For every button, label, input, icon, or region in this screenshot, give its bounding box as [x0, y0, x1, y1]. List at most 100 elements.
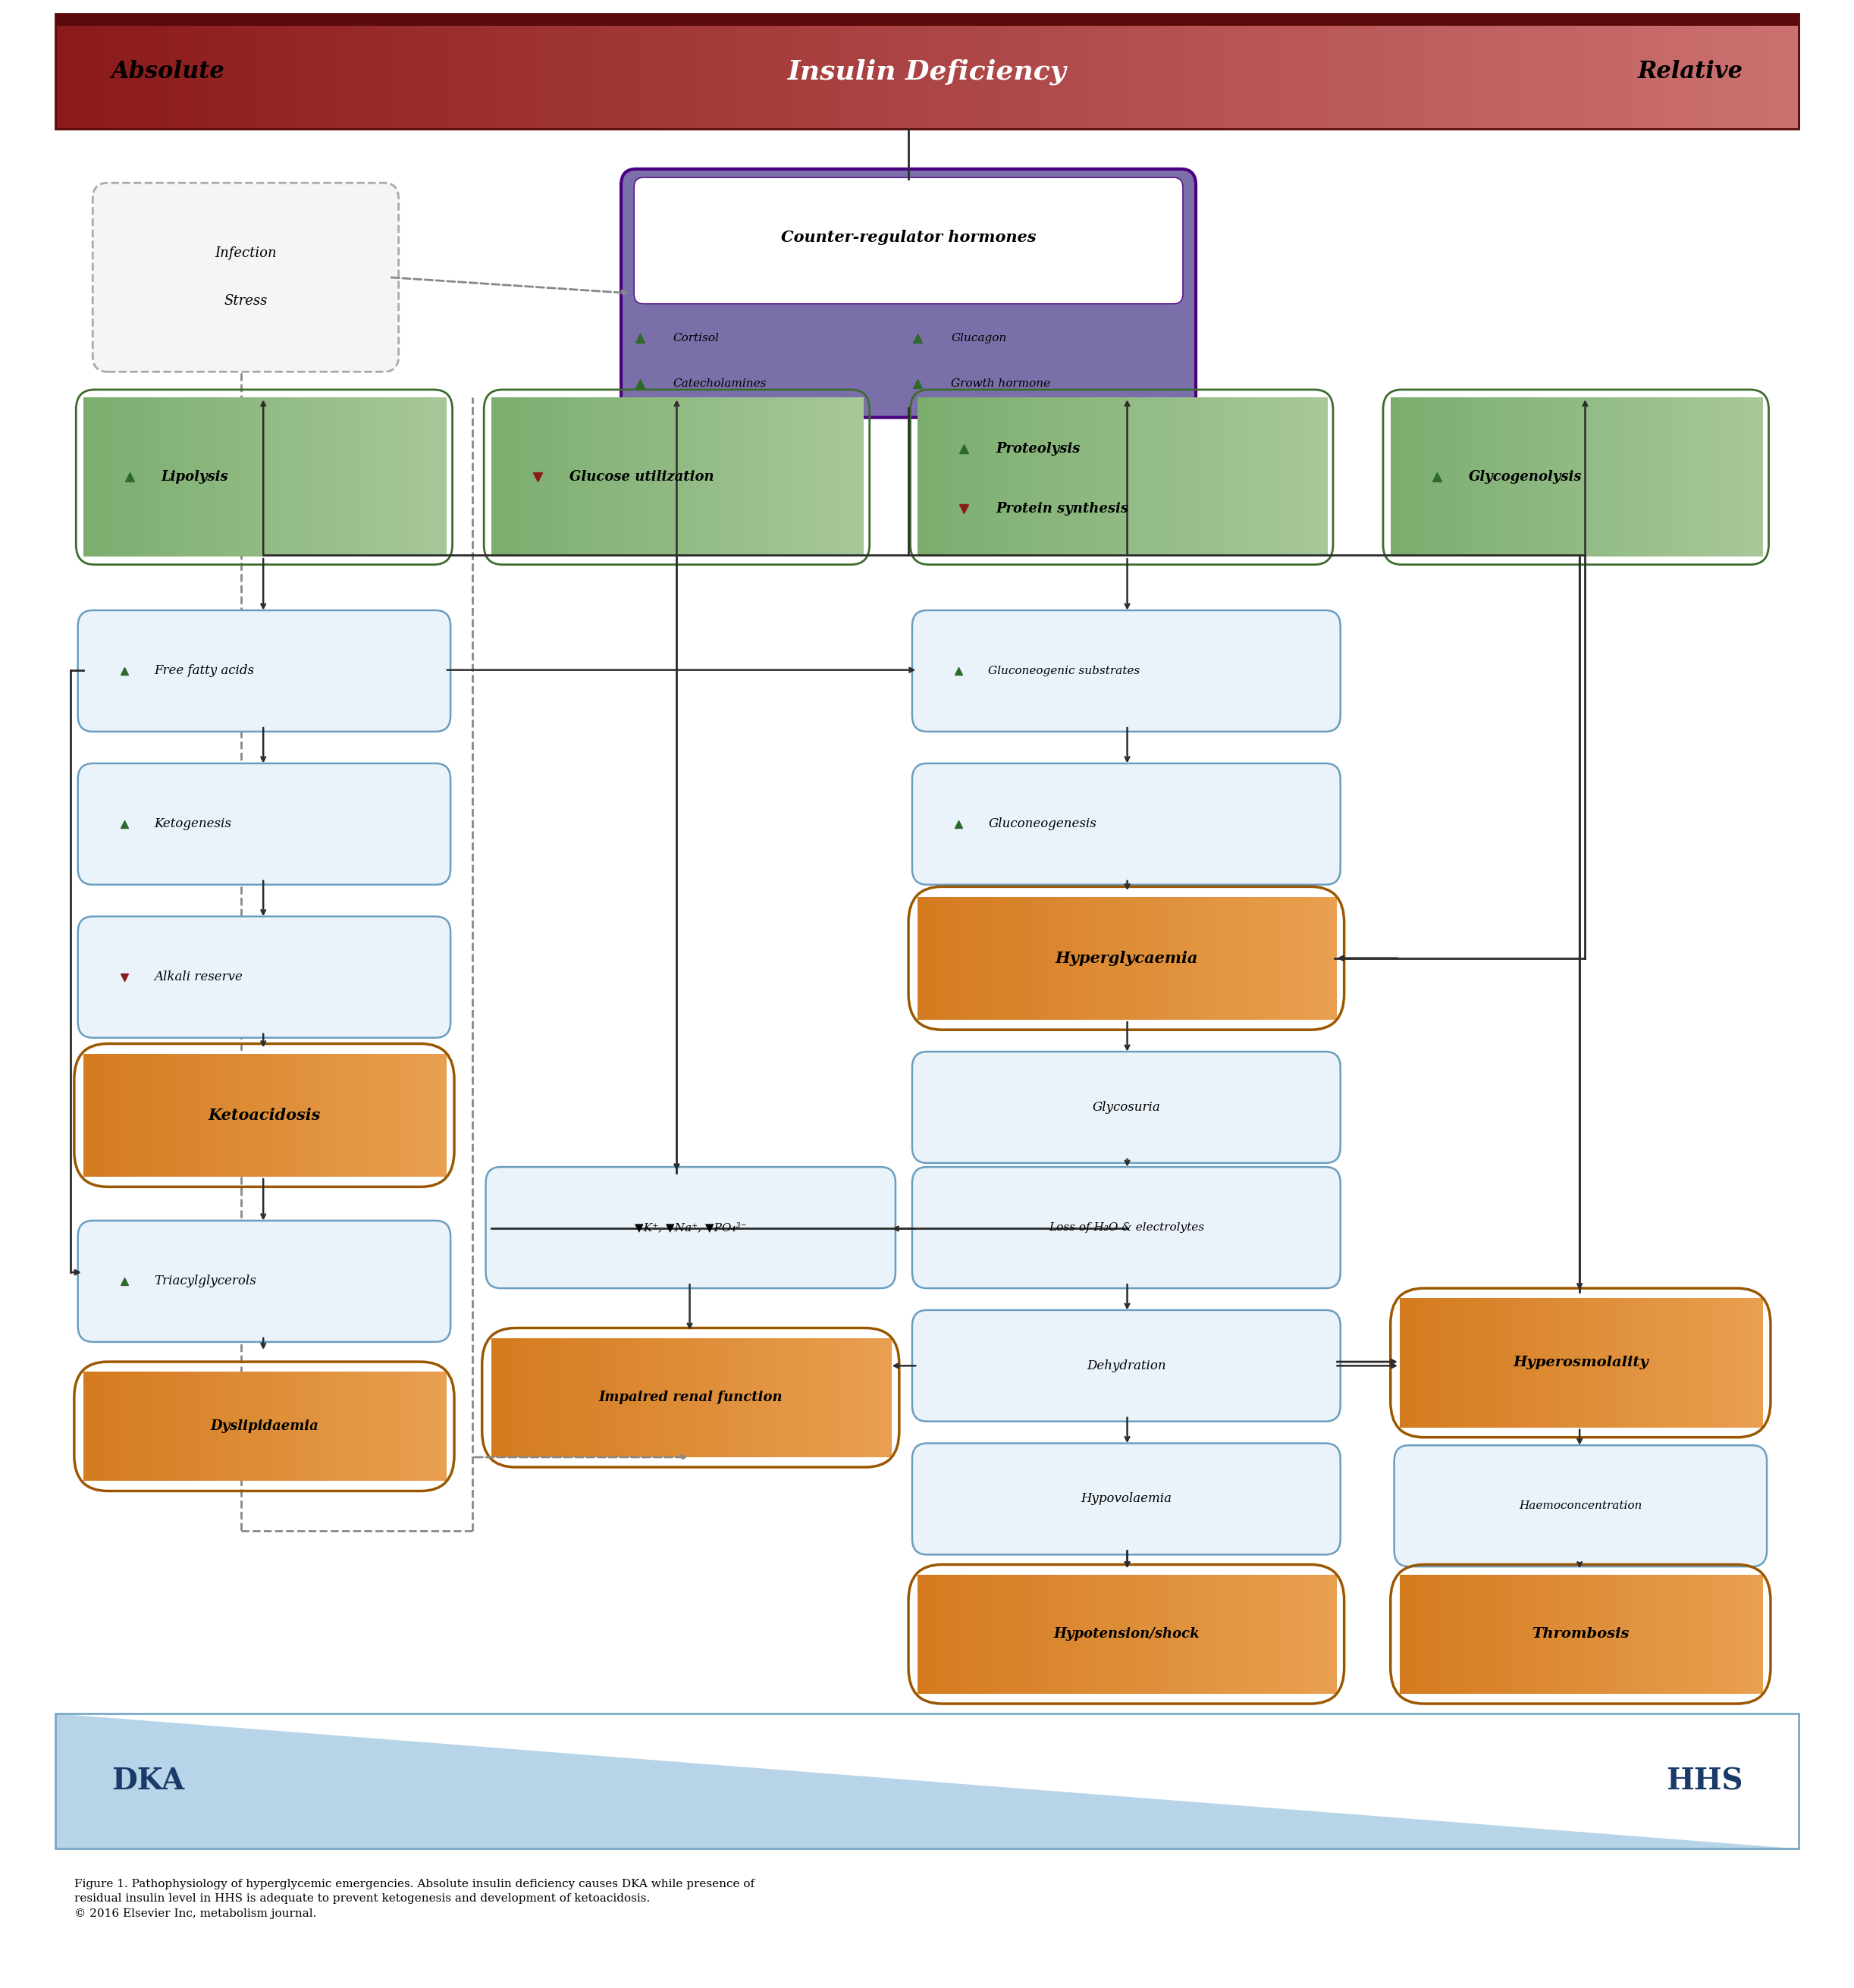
- Bar: [65, 14, 74, 129]
- Bar: [1739, 398, 1748, 557]
- Bar: [286, 398, 295, 557]
- Bar: [1353, 14, 1365, 129]
- Bar: [1324, 1574, 1337, 1694]
- Bar: [918, 14, 929, 129]
- Bar: [1064, 398, 1075, 557]
- Bar: [918, 897, 931, 1020]
- Bar: [1168, 897, 1181, 1020]
- Bar: [1292, 14, 1303, 129]
- FancyBboxPatch shape: [486, 1167, 895, 1288]
- Bar: [795, 398, 805, 557]
- Bar: [1324, 897, 1337, 1020]
- Bar: [1491, 1574, 1502, 1694]
- Bar: [1085, 14, 1094, 129]
- Bar: [1509, 1574, 1518, 1694]
- Bar: [1772, 14, 1784, 129]
- Bar: [1467, 14, 1478, 129]
- Bar: [156, 1054, 167, 1177]
- Bar: [72, 14, 83, 129]
- Bar: [111, 1054, 122, 1177]
- Bar: [1418, 1574, 1429, 1694]
- Bar: [517, 14, 528, 129]
- Bar: [1583, 398, 1593, 557]
- Bar: [1517, 1298, 1528, 1427]
- Bar: [56, 14, 1798, 26]
- Bar: [128, 1372, 139, 1481]
- Bar: [966, 398, 977, 557]
- Text: Hypotension/shock: Hypotension/shock: [1053, 1628, 1200, 1640]
- Bar: [938, 1574, 951, 1694]
- Bar: [178, 398, 187, 557]
- Bar: [1433, 14, 1442, 129]
- Bar: [1680, 398, 1689, 557]
- Text: Insulin Deficiency: Insulin Deficiency: [788, 58, 1066, 85]
- Bar: [1188, 897, 1201, 1020]
- Bar: [1657, 398, 1667, 557]
- Bar: [256, 1054, 267, 1177]
- Bar: [1240, 14, 1251, 129]
- Bar: [1012, 1574, 1023, 1694]
- Bar: [300, 398, 310, 557]
- Bar: [1372, 14, 1381, 129]
- Bar: [193, 398, 200, 557]
- Bar: [727, 14, 738, 129]
- Bar: [1040, 398, 1049, 557]
- Text: Catecholamines: Catecholamines: [673, 378, 768, 390]
- Bar: [410, 1054, 419, 1177]
- Bar: [1463, 1298, 1474, 1427]
- Bar: [677, 398, 686, 557]
- Bar: [1398, 14, 1409, 129]
- Bar: [1441, 14, 1452, 129]
- Bar: [108, 14, 119, 129]
- Bar: [137, 1054, 148, 1177]
- Bar: [219, 1372, 230, 1481]
- Bar: [1472, 1574, 1483, 1694]
- Text: Figure 1. Pathophysiology of hyperglycemic emergencies. Absolute insulin deficie: Figure 1. Pathophysiology of hyperglycem…: [74, 1879, 755, 1918]
- Bar: [1144, 14, 1155, 129]
- Bar: [56, 14, 67, 129]
- Bar: [1276, 14, 1287, 129]
- Bar: [1598, 1298, 1609, 1427]
- Bar: [300, 14, 310, 129]
- Bar: [1033, 398, 1042, 557]
- Bar: [1554, 398, 1563, 557]
- Bar: [128, 1054, 139, 1177]
- Bar: [1277, 398, 1287, 557]
- Text: Glycogenolysis: Glycogenolysis: [1468, 471, 1581, 483]
- Bar: [1162, 14, 1174, 129]
- Bar: [400, 1372, 412, 1481]
- Bar: [1042, 1574, 1055, 1694]
- Bar: [656, 14, 667, 129]
- Bar: [1073, 897, 1086, 1020]
- Bar: [1633, 14, 1643, 129]
- Bar: [1022, 897, 1035, 1020]
- Bar: [1539, 398, 1548, 557]
- Bar: [1211, 398, 1222, 557]
- Bar: [1001, 897, 1014, 1020]
- Bar: [1698, 1298, 1709, 1427]
- Bar: [1105, 1574, 1118, 1694]
- Bar: [1137, 1574, 1149, 1694]
- Text: Triacylglycerols: Triacylglycerols: [154, 1274, 256, 1288]
- Bar: [1251, 1574, 1264, 1694]
- Bar: [1405, 14, 1416, 129]
- Bar: [1179, 14, 1190, 129]
- Bar: [1409, 1298, 1420, 1427]
- Bar: [1724, 1574, 1735, 1694]
- Bar: [1502, 398, 1511, 557]
- Bar: [1105, 398, 1116, 557]
- Bar: [1695, 14, 1704, 129]
- Text: Haemoconcentration: Haemoconcentration: [1518, 1501, 1643, 1511]
- Bar: [938, 897, 951, 1020]
- Bar: [1118, 14, 1129, 129]
- Bar: [1428, 1574, 1439, 1694]
- Bar: [1268, 398, 1279, 557]
- Bar: [632, 398, 641, 557]
- Bar: [1155, 398, 1164, 557]
- Bar: [595, 398, 604, 557]
- FancyBboxPatch shape: [912, 610, 1340, 732]
- Bar: [1598, 1574, 1609, 1694]
- Bar: [1733, 1298, 1745, 1427]
- Bar: [706, 398, 716, 557]
- Bar: [169, 14, 180, 129]
